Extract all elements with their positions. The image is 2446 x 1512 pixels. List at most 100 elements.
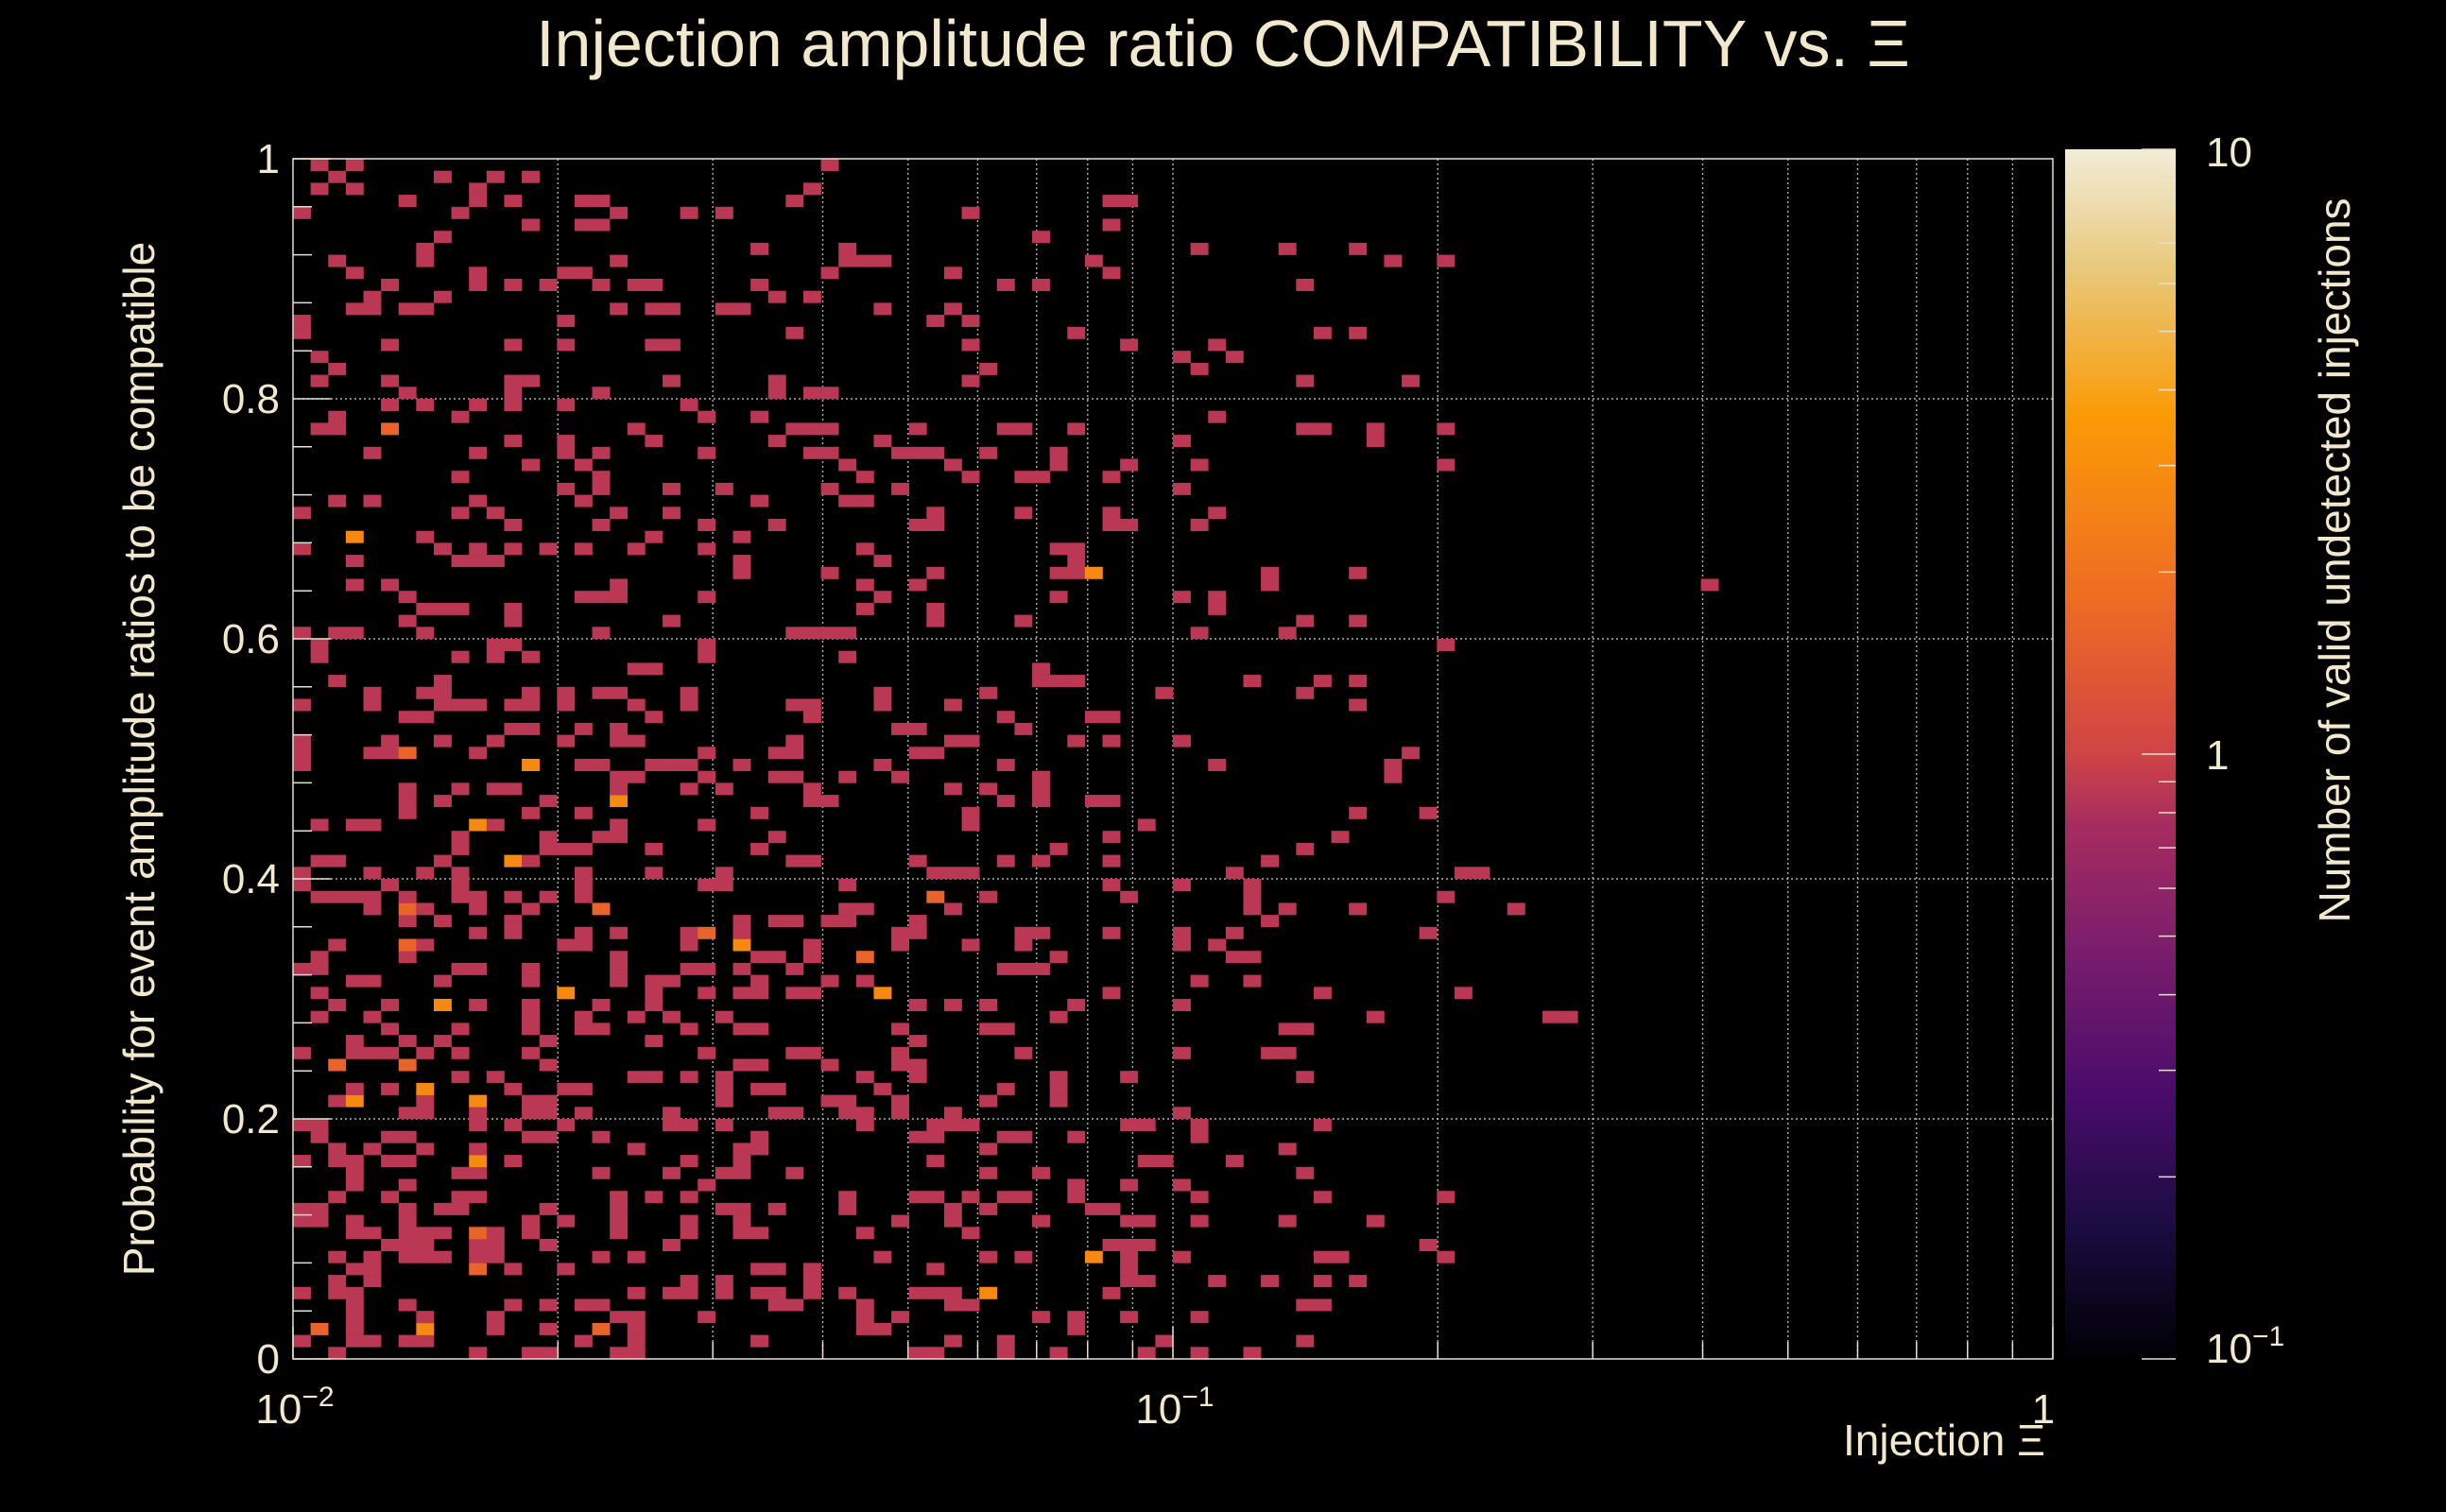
histogram-cell — [293, 1155, 311, 1168]
histogram-cell — [469, 1166, 488, 1179]
histogram-cell — [838, 770, 857, 783]
histogram-cell — [522, 650, 540, 663]
histogram-cell — [592, 1166, 611, 1179]
x-axis-label: Injection Ξ — [1843, 1416, 2045, 1465]
histogram-cell — [504, 1263, 523, 1276]
histogram-cell — [1067, 326, 1086, 339]
histogram-cell — [855, 254, 874, 267]
histogram-cell — [750, 842, 769, 855]
histogram-cell — [750, 242, 769, 255]
histogram-cell — [838, 458, 857, 472]
histogram-cell — [433, 1227, 452, 1240]
histogram-cell — [926, 1191, 945, 1204]
histogram-cell — [1349, 675, 1368, 688]
histogram-cell — [855, 1119, 874, 1131]
histogram-cell — [1208, 938, 1227, 952]
histogram-cell — [610, 206, 629, 219]
histogram-cell — [802, 1275, 821, 1288]
histogram-cell — [293, 759, 311, 771]
histogram-cell — [680, 926, 698, 939]
histogram-cell — [398, 1239, 417, 1251]
histogram-cell — [698, 926, 716, 939]
histogram-cell — [732, 566, 751, 579]
histogram-cell — [873, 1322, 892, 1335]
histogram-cell — [504, 639, 523, 651]
histogram-cell — [1700, 578, 1719, 592]
histogram-cell — [1049, 566, 1068, 579]
histogram-cell — [522, 974, 540, 988]
histogram-cell — [1542, 1010, 1560, 1023]
histogram-cell — [891, 938, 909, 952]
histogram-cell — [645, 302, 663, 316]
histogram-cell — [557, 938, 576, 952]
histogram-cell — [1173, 999, 1191, 1011]
histogram-cell — [310, 1119, 329, 1131]
histogram-cell — [698, 879, 716, 891]
histogram-cell — [433, 1202, 452, 1215]
histogram-cell — [627, 1250, 646, 1263]
histogram-cell — [1067, 999, 1086, 1011]
histogram-cell — [1173, 351, 1191, 364]
histogram-cell — [732, 759, 751, 771]
histogram-cell — [1296, 279, 1315, 291]
histogram-cell — [698, 1311, 716, 1324]
histogram-cell — [1349, 242, 1368, 255]
histogram-cell — [1102, 1239, 1121, 1251]
histogram-cell — [610, 254, 629, 267]
histogram-cell — [398, 1202, 417, 1215]
histogram-cell — [522, 1010, 540, 1023]
histogram-cell — [663, 1166, 680, 1179]
histogram-cell — [663, 1119, 680, 1131]
histogram-cell — [486, 1071, 505, 1084]
histogram-cell — [522, 962, 540, 975]
histogram-cell — [433, 795, 452, 808]
histogram-cell — [961, 374, 980, 387]
histogram-cell — [943, 1286, 962, 1299]
histogram-cell — [451, 782, 470, 796]
histogram-cell — [363, 747, 382, 760]
histogram-cell — [1296, 1334, 1315, 1348]
histogram-cell — [996, 1191, 1015, 1204]
histogram-cell — [926, 867, 945, 880]
histogram-cell — [345, 1227, 364, 1240]
histogram-cell — [1366, 435, 1385, 448]
histogram-cell — [1190, 458, 1209, 472]
histogram-cell — [785, 854, 804, 868]
histogram-cell — [802, 1046, 821, 1059]
histogram-cell — [645, 530, 663, 543]
histogram-cell — [539, 1130, 558, 1143]
histogram-cell — [293, 206, 311, 219]
histogram-cell — [522, 722, 540, 735]
histogram-cell — [416, 1082, 435, 1095]
histogram-cell — [838, 1094, 857, 1108]
histogram-cell — [715, 1082, 733, 1095]
histogram-cell — [293, 326, 311, 339]
histogram-cell — [345, 302, 364, 316]
histogram-cell — [979, 1286, 998, 1299]
histogram-cell — [1190, 1191, 1209, 1204]
histogram-cell — [1225, 867, 1244, 880]
histogram-cell — [767, 951, 786, 964]
histogram-cell — [293, 1214, 311, 1228]
histogram-cell — [732, 962, 751, 975]
histogram-cell — [610, 926, 629, 939]
histogram-cell — [433, 999, 452, 1011]
histogram-cell — [416, 254, 435, 267]
histogram-cell — [961, 867, 980, 880]
histogram-cell — [1014, 1250, 1033, 1263]
histogram-cell — [557, 1263, 576, 1276]
histogram-cell — [715, 302, 733, 316]
histogram-cell — [522, 759, 540, 771]
histogram-cell — [1437, 639, 1456, 651]
histogram-cell — [802, 987, 821, 1000]
histogram-cell — [504, 279, 523, 291]
histogram-cell — [592, 482, 611, 495]
histogram-cell — [645, 711, 663, 724]
histogram-cell — [504, 387, 523, 400]
histogram-cell — [451, 471, 470, 484]
histogram-cell — [627, 422, 646, 436]
histogram-cell — [522, 854, 540, 868]
histogram-cell — [1190, 974, 1209, 988]
histogram-cell — [1120, 458, 1139, 472]
histogram-cell — [1084, 1250, 1103, 1263]
